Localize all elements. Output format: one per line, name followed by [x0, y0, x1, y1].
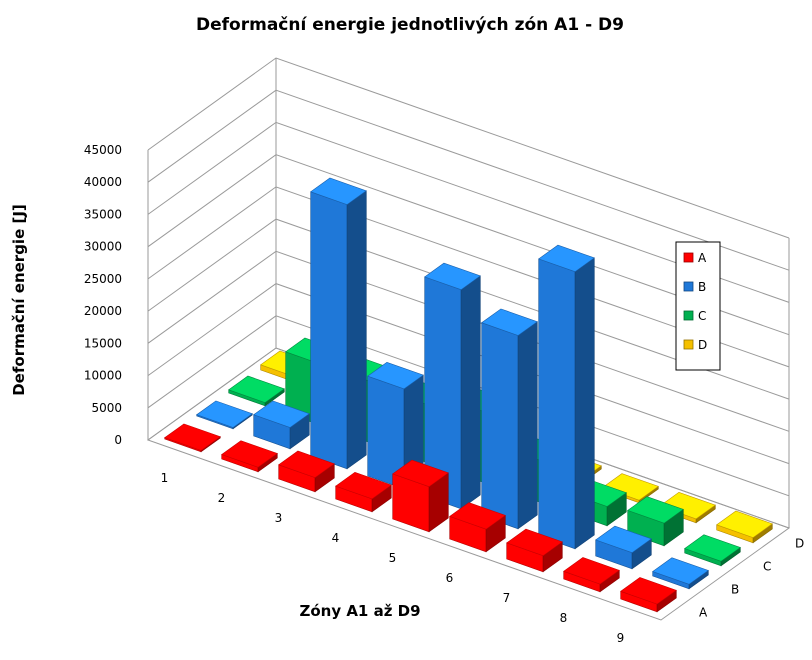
- bar-B5: [424, 262, 481, 510]
- legend-box: [675, 241, 721, 371]
- bar-A3: [278, 450, 335, 493]
- depth-tick-label: D: [795, 537, 804, 551]
- y-axis-ticks: 0 5000 10000 15000 20000 25000 30000 35000 40000…: [84, 143, 122, 447]
- x-tick-label: 1: [161, 471, 169, 485]
- chart-title: Deformační energie jednotlivých zón A1 -…: [196, 15, 624, 35]
- x-tick-label: 3: [275, 511, 283, 525]
- x-tick-label: 9: [617, 631, 625, 645]
- y-tick-label: 40000: [84, 175, 122, 189]
- x-tick-label: 5: [389, 551, 397, 565]
- bars: [164, 177, 773, 613]
- gridlines: [146, 57, 791, 621]
- y-axis-title: Deformační energie [J]: [10, 204, 28, 396]
- bar-C1: [228, 375, 285, 407]
- y-tick-label: 35000: [84, 207, 122, 221]
- legend-label: D: [698, 338, 707, 352]
- y-tick-label: 10000: [84, 369, 122, 383]
- bar-D9: [716, 510, 773, 544]
- x-tick-label: 7: [503, 591, 511, 605]
- bar-B9: [652, 557, 709, 590]
- x-tick-label: 4: [332, 531, 340, 545]
- bar-B4: [367, 361, 424, 490]
- bar-B2: [253, 400, 310, 450]
- bar-B1: [196, 400, 253, 430]
- bar-A7: [506, 528, 563, 573]
- y-tick-label: 20000: [84, 304, 122, 318]
- depth-axis-ticks: A B C D: [699, 537, 804, 620]
- depth-tick-label: B: [731, 583, 739, 597]
- floor-outline: [146, 347, 791, 621]
- bar-A8: [563, 557, 620, 593]
- bar-B8: [595, 525, 652, 570]
- bar-B6: [481, 308, 538, 530]
- y-tick-label: 5000: [91, 401, 122, 415]
- legend-swatch: [683, 281, 694, 292]
- legend-label: B: [698, 280, 706, 294]
- bar-A1: [164, 423, 221, 453]
- bar-B7: [538, 244, 595, 550]
- y-tick-label: 0: [114, 433, 122, 447]
- y-tick-label: 15000: [84, 336, 122, 350]
- legend-label: A: [698, 251, 707, 265]
- x-axis-title: Zóny A1 až D9: [299, 602, 420, 620]
- bar-B3: [310, 177, 367, 470]
- depth-tick-label: A: [699, 606, 708, 620]
- legend-label: C: [698, 309, 706, 323]
- gridline-45000: [147, 57, 790, 239]
- y-tick-label: 30000: [84, 240, 122, 254]
- bar-A4: [335, 471, 392, 513]
- x-tick-label: 6: [446, 571, 454, 585]
- y-tick-label: 45000: [84, 143, 122, 157]
- legend: A B C D: [675, 241, 721, 371]
- legend-swatch: [683, 252, 694, 263]
- legend-swatch: [683, 339, 694, 350]
- x-tick-label: 8: [560, 611, 568, 625]
- bar-A9: [620, 577, 677, 613]
- legend-swatch: [683, 310, 694, 321]
- x-tick-label: 2: [218, 491, 226, 505]
- x-axis-ticks: 1 2 3 4 5 6 7 8 9: [161, 471, 625, 645]
- depth-tick-label: C: [763, 560, 771, 574]
- bar-A2: [221, 440, 278, 473]
- bar-A6: [449, 502, 506, 553]
- bar-C8: [627, 496, 684, 547]
- bar-C9: [684, 534, 741, 567]
- y-tick-label: 25000: [84, 272, 122, 286]
- bar-A5: [392, 459, 449, 533]
